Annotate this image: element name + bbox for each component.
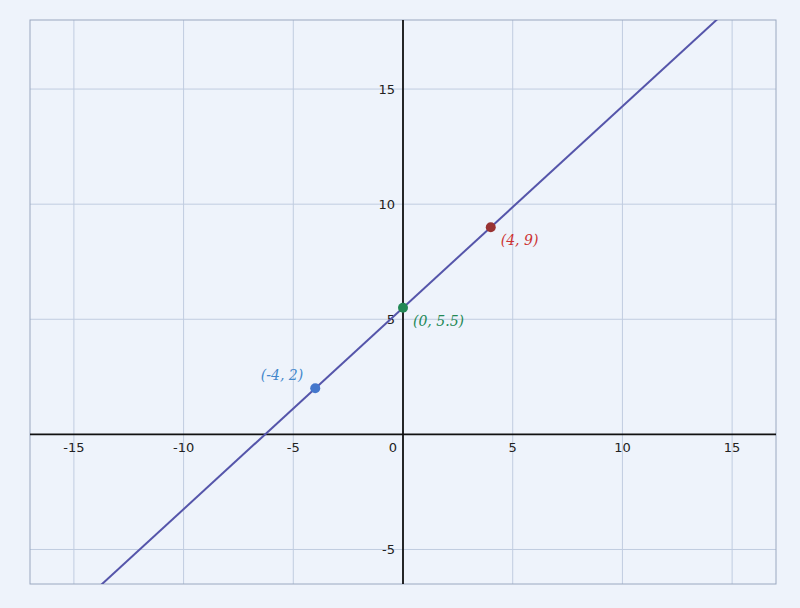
x-tick-label: 5 bbox=[509, 440, 517, 455]
annotation: (0, 5.5) bbox=[413, 313, 464, 329]
marks bbox=[30, 20, 776, 584]
y-axis bbox=[402, 20, 404, 584]
annotation: (4, 9) bbox=[501, 232, 539, 248]
grid-line-x bbox=[512, 20, 513, 584]
plot-background bbox=[30, 20, 776, 584]
grid-line-x bbox=[622, 20, 623, 584]
grid-line-x bbox=[403, 20, 404, 584]
x-tick-label: 15 bbox=[724, 440, 741, 455]
x-tick-label: 10 bbox=[614, 440, 631, 455]
x-tick-label: -15 bbox=[63, 440, 84, 455]
point bbox=[398, 303, 408, 313]
y-tick-label: 15 bbox=[378, 82, 395, 97]
grid-line-x bbox=[732, 20, 733, 584]
x-tick-label: 0 bbox=[389, 440, 397, 455]
chart: -15-10-5051015-551015(-4, 2)(4, 9)(0, 5.… bbox=[0, 0, 800, 608]
y-tick-label: 10 bbox=[378, 197, 395, 212]
grid-line-x bbox=[183, 20, 184, 584]
annotation: (-4, 2) bbox=[261, 367, 303, 383]
point bbox=[486, 222, 496, 232]
grid bbox=[30, 20, 776, 584]
line bbox=[30, 20, 776, 584]
grid-line-x bbox=[293, 20, 294, 584]
x-tick-label: -10 bbox=[173, 440, 194, 455]
y-tick-label: -5 bbox=[382, 542, 395, 557]
x-tick-label: -5 bbox=[287, 440, 300, 455]
point bbox=[310, 383, 320, 393]
plot-frame bbox=[30, 20, 776, 584]
grid-line-x bbox=[73, 20, 74, 584]
